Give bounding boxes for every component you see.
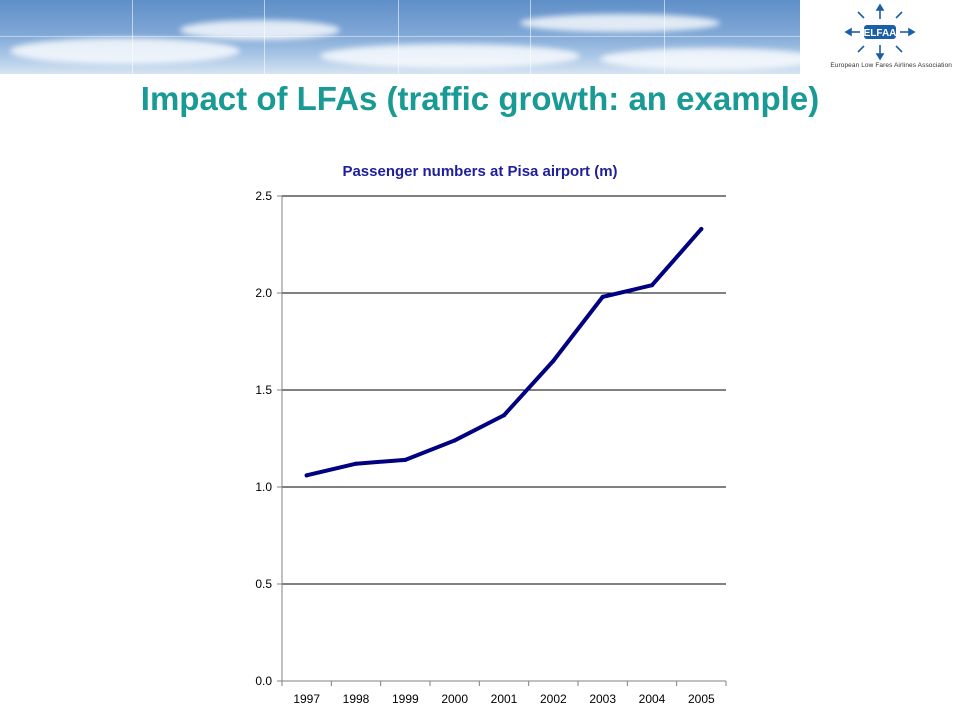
- x-tick-label: 2001: [491, 692, 518, 706]
- data-point: [650, 283, 654, 288]
- x-tick-label: 2002: [540, 692, 567, 706]
- header-banner: [0, 0, 800, 74]
- x-tick-label: 2005: [688, 692, 715, 706]
- data-point: [304, 473, 309, 478]
- data-point: [551, 358, 556, 363]
- cloud: [520, 14, 720, 32]
- y-tick-label: 1.0: [255, 480, 272, 494]
- data-point: [403, 457, 408, 462]
- cloud: [180, 20, 340, 40]
- x-tick-label: 2000: [441, 692, 468, 706]
- slide-title: Impact of LFAs (traffic growth: an examp…: [140, 80, 820, 117]
- y-tick-label: 1.5: [255, 383, 272, 397]
- logo-wordmark: ELFAA: [864, 28, 897, 39]
- elfaa-logo: ELFAA European Low Fares Airlines Associ…: [800, 0, 960, 74]
- logo-tagline: European Low Fares Airlines Association: [830, 62, 952, 69]
- series-line: [304, 226, 704, 478]
- y-tick-label: 2.0: [255, 286, 272, 300]
- cloud: [10, 38, 240, 64]
- cloud: [320, 44, 580, 68]
- data-point: [502, 413, 506, 418]
- y-tick-label: 2.5: [255, 189, 272, 203]
- data-point: [354, 461, 358, 466]
- chart-title: Passenger numbers at Pisa airport (m): [342, 163, 617, 180]
- data-point: [452, 438, 457, 443]
- x-tick-label: 1999: [392, 692, 419, 706]
- elfaa-emblem-icon: ELFAA: [844, 3, 916, 61]
- data-point: [600, 294, 605, 299]
- cloud: [600, 48, 800, 70]
- y-tick-label: 0.0: [255, 674, 272, 688]
- x-tick-label: 2003: [589, 692, 616, 706]
- data-point: [699, 226, 704, 231]
- x-tick-label: 1998: [343, 692, 370, 706]
- x-tick-label: 1997: [293, 692, 320, 706]
- y-tick-label: 0.5: [255, 577, 272, 591]
- x-tick-label: 2004: [639, 692, 666, 706]
